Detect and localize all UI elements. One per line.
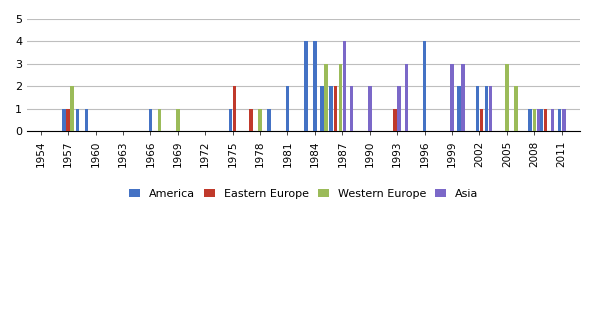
Bar: [84, 109, 88, 131]
Bar: [514, 86, 518, 131]
Bar: [558, 109, 562, 131]
Bar: [528, 109, 532, 131]
Bar: [462, 64, 465, 131]
Bar: [540, 109, 543, 131]
Bar: [485, 86, 488, 131]
Bar: [489, 86, 493, 131]
Bar: [67, 109, 70, 131]
Bar: [258, 109, 262, 131]
Bar: [158, 109, 161, 131]
Bar: [70, 86, 74, 131]
Bar: [405, 64, 408, 131]
Bar: [149, 109, 152, 131]
Bar: [62, 109, 66, 131]
Bar: [334, 86, 337, 131]
Bar: [537, 109, 540, 131]
Bar: [480, 109, 483, 131]
Bar: [229, 109, 232, 131]
Bar: [320, 86, 324, 131]
Bar: [551, 109, 555, 131]
Bar: [368, 86, 371, 131]
Bar: [423, 42, 427, 131]
Bar: [450, 64, 454, 131]
Bar: [505, 64, 509, 131]
Bar: [350, 86, 353, 131]
Bar: [475, 86, 479, 131]
Bar: [339, 64, 342, 131]
Legend: America, Eastern Europe, Western Europe, Asia: America, Eastern Europe, Western Europe,…: [124, 184, 483, 203]
Bar: [562, 109, 565, 131]
Bar: [313, 42, 317, 131]
Bar: [176, 109, 180, 131]
Bar: [393, 109, 397, 131]
Bar: [233, 86, 236, 131]
Bar: [330, 86, 333, 131]
Bar: [458, 86, 461, 131]
Bar: [304, 42, 308, 131]
Bar: [533, 109, 536, 131]
Bar: [343, 42, 346, 131]
Bar: [286, 86, 289, 131]
Bar: [397, 86, 401, 131]
Bar: [249, 109, 253, 131]
Bar: [268, 109, 271, 131]
Bar: [324, 64, 328, 131]
Bar: [76, 109, 79, 131]
Bar: [544, 109, 547, 131]
